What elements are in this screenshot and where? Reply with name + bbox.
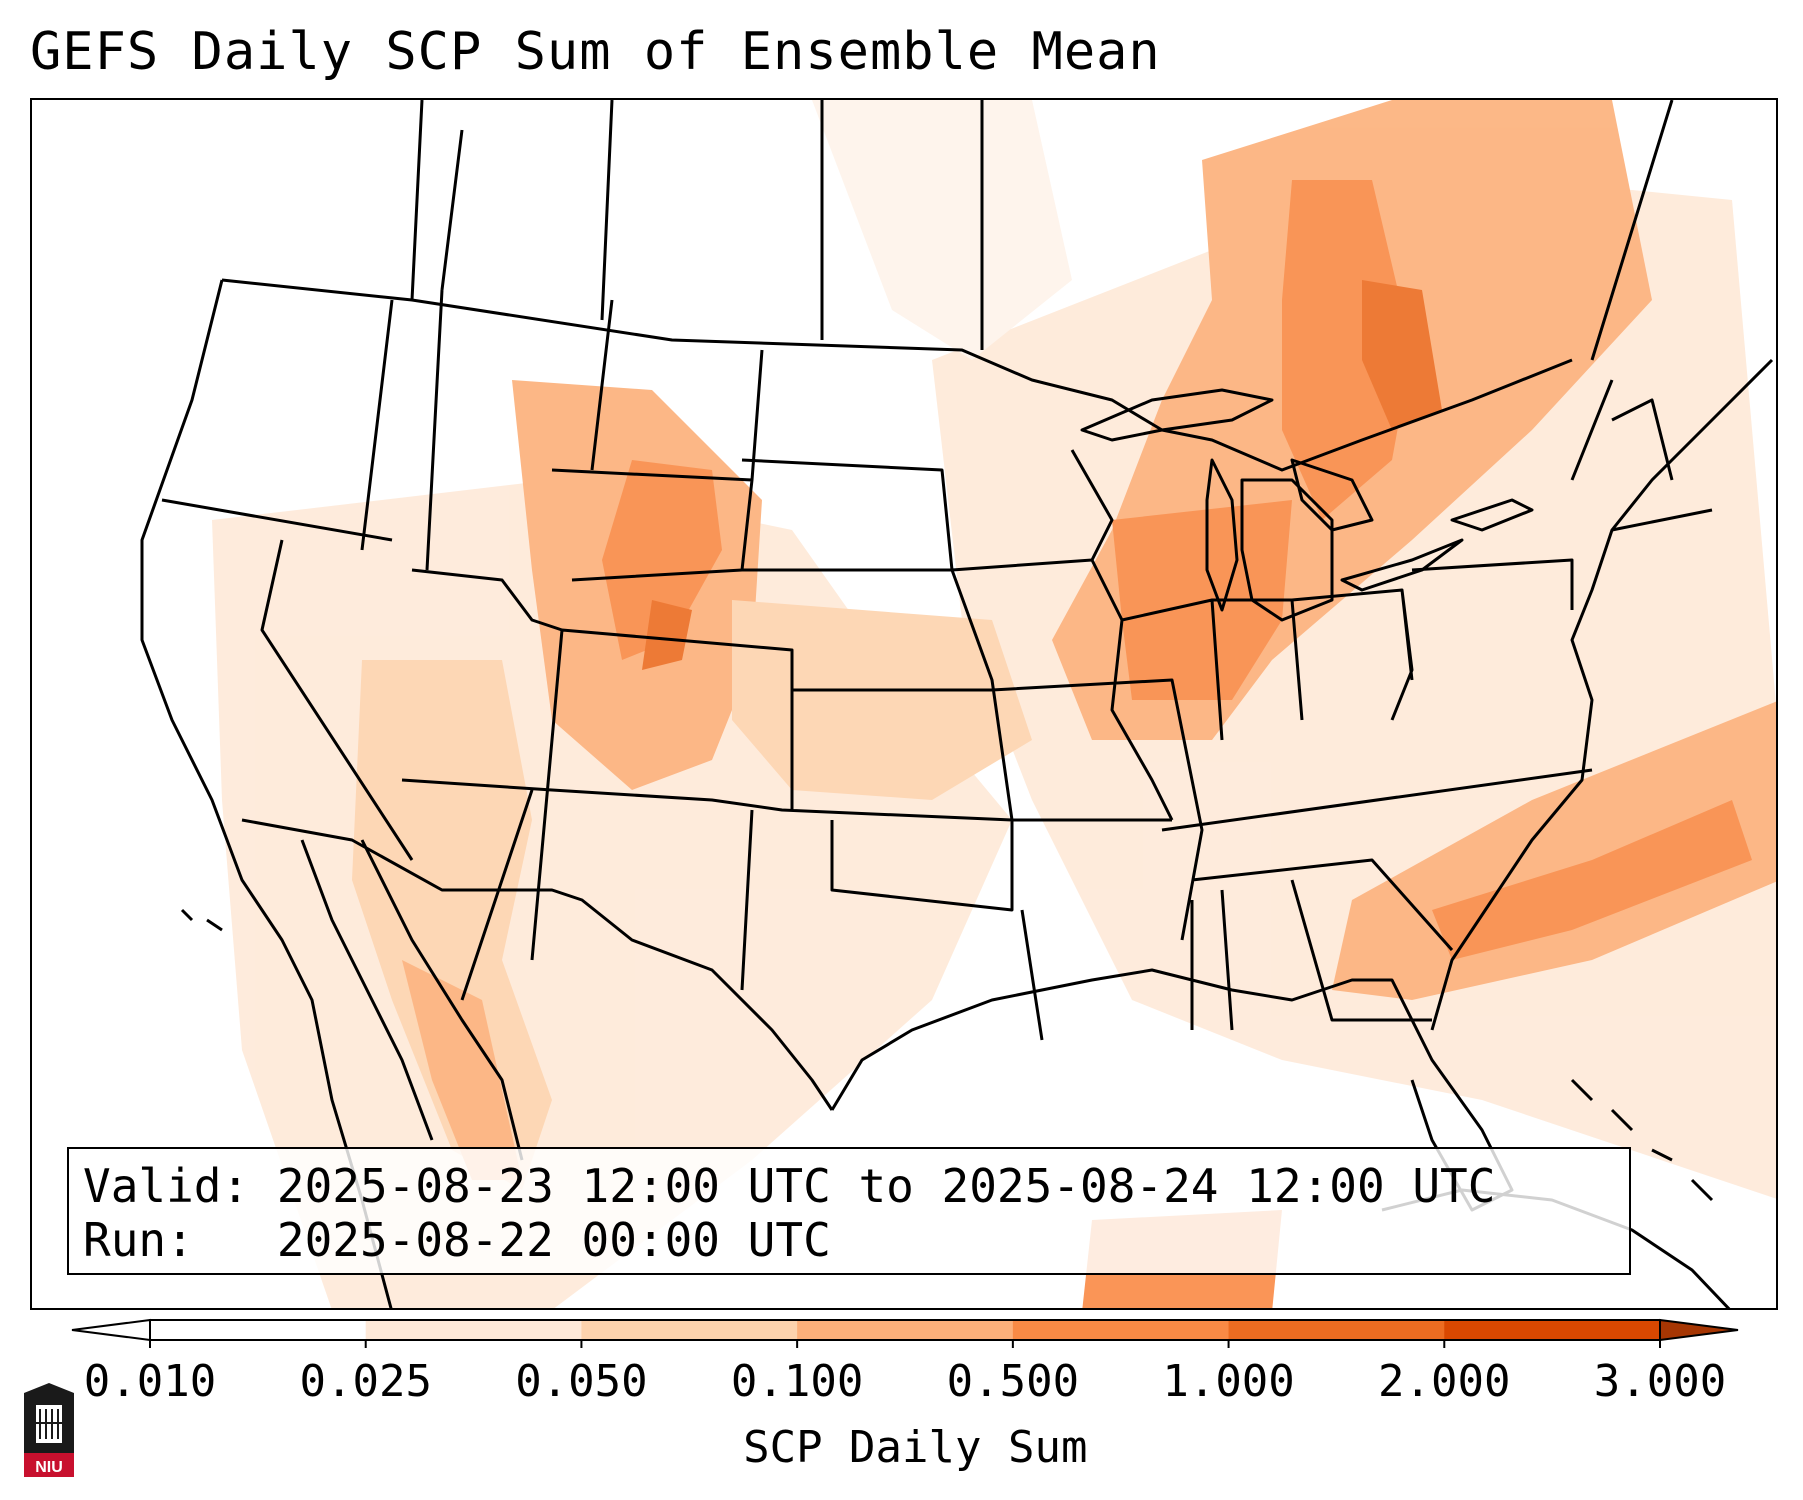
colorbar-extend-min xyxy=(71,1318,151,1342)
run-value: 2025-08-22 00:00 UTC xyxy=(276,1213,831,1267)
east-coast xyxy=(1430,358,1774,1031)
colorbar-segment xyxy=(1444,1320,1661,1340)
michigan-lower xyxy=(1240,478,1334,622)
field-haze-north xyxy=(812,100,1072,360)
logo-text: NIU xyxy=(35,1459,63,1476)
map-frame xyxy=(30,98,1778,1310)
colorbar-tick-label: 0.100 xyxy=(730,1356,864,1407)
logo-tower-lines xyxy=(36,1409,62,1439)
colorbar-tick-label: 0.050 xyxy=(515,1356,648,1407)
colorbar-segment xyxy=(581,1320,798,1340)
west-coast xyxy=(140,279,393,1308)
bahamas xyxy=(1570,1078,1714,1202)
colorbar-extend-max xyxy=(1659,1318,1739,1342)
colorbar-tick-label: 0.500 xyxy=(946,1356,1080,1407)
niu-logo: NIU xyxy=(24,1383,74,1477)
field-mexico-gulf xyxy=(402,960,522,1180)
lake-huron xyxy=(1290,458,1374,532)
map-title: GEFS Daily SCP Sum of Ensemble Mean xyxy=(30,22,1161,82)
valid-value: 2025-08-23 12:00 UTC to 2025-08-24 12:00… xyxy=(276,1159,1496,1213)
mexico-west-coast xyxy=(360,839,524,1161)
field-atlantic-core xyxy=(1432,800,1752,960)
field-plains xyxy=(732,600,1032,800)
colorbar-segment xyxy=(150,1320,367,1340)
colorbar-segment xyxy=(1012,1320,1230,1340)
baja-peninsula xyxy=(300,839,434,1141)
map-canvas xyxy=(140,100,1776,1308)
colorbar-label: SCP Daily Sum xyxy=(743,1422,1088,1473)
colorbar-segment xyxy=(365,1320,582,1340)
field-wyoming-core xyxy=(602,460,722,660)
colorbar-tick-label: 3.000 xyxy=(1593,1356,1727,1407)
field-ontario-max xyxy=(1362,280,1442,430)
lake-ontario xyxy=(1450,498,1534,532)
us-mexico-border xyxy=(241,818,834,1111)
colorbar-tick-label: 0.025 xyxy=(299,1356,432,1407)
boundaries-layer xyxy=(140,100,1774,1308)
field-colorado-max xyxy=(642,600,692,670)
channel-islands xyxy=(180,908,223,932)
field-illinois-core xyxy=(1112,500,1292,700)
run-label: Run: xyxy=(83,1213,194,1267)
valid-label: Valid: xyxy=(83,1159,250,1213)
colorbar-segment xyxy=(797,1320,1014,1340)
validity-info-box: Valid: 2025-08-23 12:00 UTC to 2025-08-2… xyxy=(67,1147,1631,1275)
colorbar xyxy=(71,1318,1739,1348)
colorbar-segments xyxy=(71,1318,1739,1348)
province-lines xyxy=(410,100,1674,361)
logo-banner xyxy=(24,1453,74,1477)
colorbar-tick-label: 1.000 xyxy=(1162,1356,1295,1407)
colorbar-outline xyxy=(149,1319,1661,1341)
colorbar-tick-label: 0.010 xyxy=(83,1356,217,1407)
us-canada-border xyxy=(221,278,1573,472)
field-southwest xyxy=(352,660,552,1190)
colorbar-segment xyxy=(1228,1320,1445,1340)
lake-michigan xyxy=(1205,458,1239,612)
lake-erie xyxy=(1340,538,1464,592)
lake-superior xyxy=(1080,388,1274,442)
colorbar-tick-label: 2.000 xyxy=(1378,1356,1511,1407)
